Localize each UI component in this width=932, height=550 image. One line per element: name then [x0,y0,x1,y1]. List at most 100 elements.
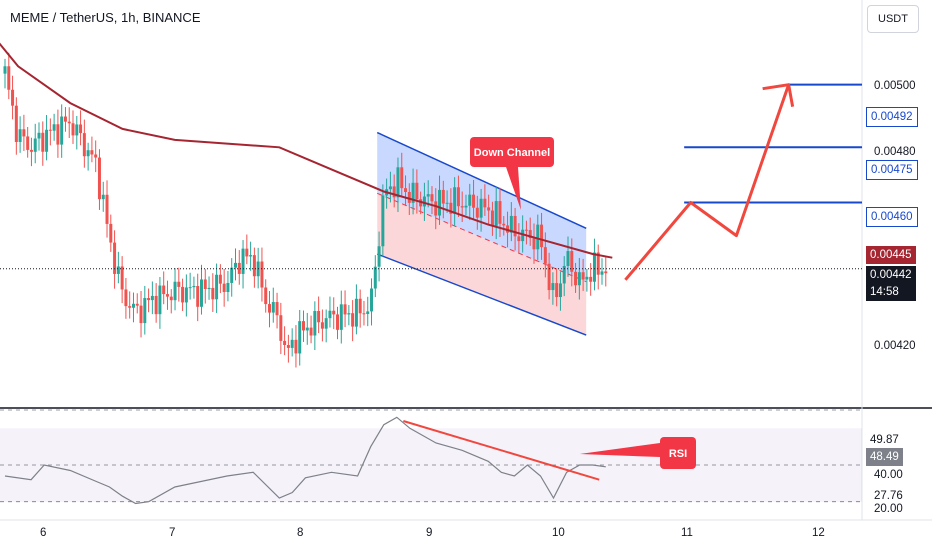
candle-body [377,246,381,267]
candle-body [528,230,532,239]
rsi-tick: 20.00 [874,503,903,515]
time-tick: 9 [426,527,433,539]
candle-body [116,266,120,274]
candle-body [543,247,547,264]
candle-body [120,266,124,290]
candle-body [218,274,222,284]
candle-body [558,283,562,298]
candle-body [460,206,464,208]
candle-body [109,223,113,243]
candle-body [86,150,90,157]
candle-body [252,255,256,277]
candle-body [101,194,105,200]
candle-body [169,296,173,301]
time-tick: 11 [681,527,693,539]
candle-body [260,261,264,288]
candle-body [233,262,237,268]
candle-body [426,194,430,197]
candle-body [562,265,566,284]
candle-body [211,287,215,300]
candle-body [309,327,313,336]
candle-body [305,327,309,331]
candle-body [154,295,158,315]
candle-body [358,298,362,314]
candle-body [226,282,230,293]
candle-body [67,121,71,124]
rsi-callout-label: RSI [669,448,687,460]
candle-body [336,314,340,330]
candle-body [298,321,302,354]
candle-body [124,289,128,307]
level-label: 0.00460 [866,207,918,227]
channel-upper-line [376,131,587,229]
candle-body [422,196,426,207]
down-channel-label: Down Channel [474,147,550,159]
time-tick: 10 [552,527,565,539]
candle-body [600,271,604,275]
candle-body [354,298,358,327]
candle-body [324,318,328,329]
candle-body [128,306,132,308]
candle-body [524,229,528,231]
candle-body [188,287,192,289]
candle-body [14,105,18,142]
candle-body [536,224,540,250]
candle-body [173,281,177,301]
level-label: 0.00492 [866,107,918,127]
candle-body [7,66,11,90]
candle-body [468,194,472,206]
candle-body [566,251,570,266]
candle-body [532,238,536,250]
candle-body [181,286,185,303]
candle-body [222,283,226,293]
time-tick: 12 [812,527,825,539]
candle-body [521,229,525,242]
currency-button[interactable]: USDT [867,5,919,33]
price-tick: 0.00480 [874,146,916,158]
candle-body [143,298,147,324]
down-channel-pointer [506,167,521,210]
candle-body [430,194,434,202]
candle-body [279,315,283,341]
symbol-title: MEME / TetherUS, 1h, BINANCE [10,10,201,25]
price-tick: 0.00500 [874,80,916,92]
candle-body [596,252,600,275]
down-channel-callout [470,137,554,167]
candle-body [94,154,98,158]
candle-body [165,294,169,297]
candle-body [479,198,483,218]
candle-body [415,182,419,200]
candle-body [230,267,234,283]
candle-body [547,263,551,291]
candle-body [551,283,555,291]
candle-body [26,136,30,150]
candle-body [592,252,596,282]
candle-body [585,276,589,280]
time-tick: 8 [297,527,304,539]
candle-body [52,124,56,131]
candle-body [392,186,396,198]
rsi-line [4,416,606,505]
candle-body [445,202,449,204]
rsi-tick: 40.00 [874,469,903,481]
candle-body [604,271,608,274]
time-tick: 6 [40,527,47,539]
candle-body [373,266,377,289]
price-tick: 0.00420 [874,340,916,352]
rsi-tick: 49.87 [866,431,903,449]
candle-body [411,182,415,203]
candle-body [574,271,578,286]
projection-arrowhead [762,83,795,107]
candle-body [302,321,306,331]
candle-body [577,272,581,286]
candle-body [97,157,101,200]
last-price-label: 0.00442 [866,266,916,284]
candle-body [135,303,139,306]
candle-body [464,205,468,208]
moving-average-line [0,42,613,259]
candle-body [294,339,298,354]
rsi-callout-pointer [579,443,660,457]
candle-body [555,283,559,298]
candle-body [113,242,117,274]
